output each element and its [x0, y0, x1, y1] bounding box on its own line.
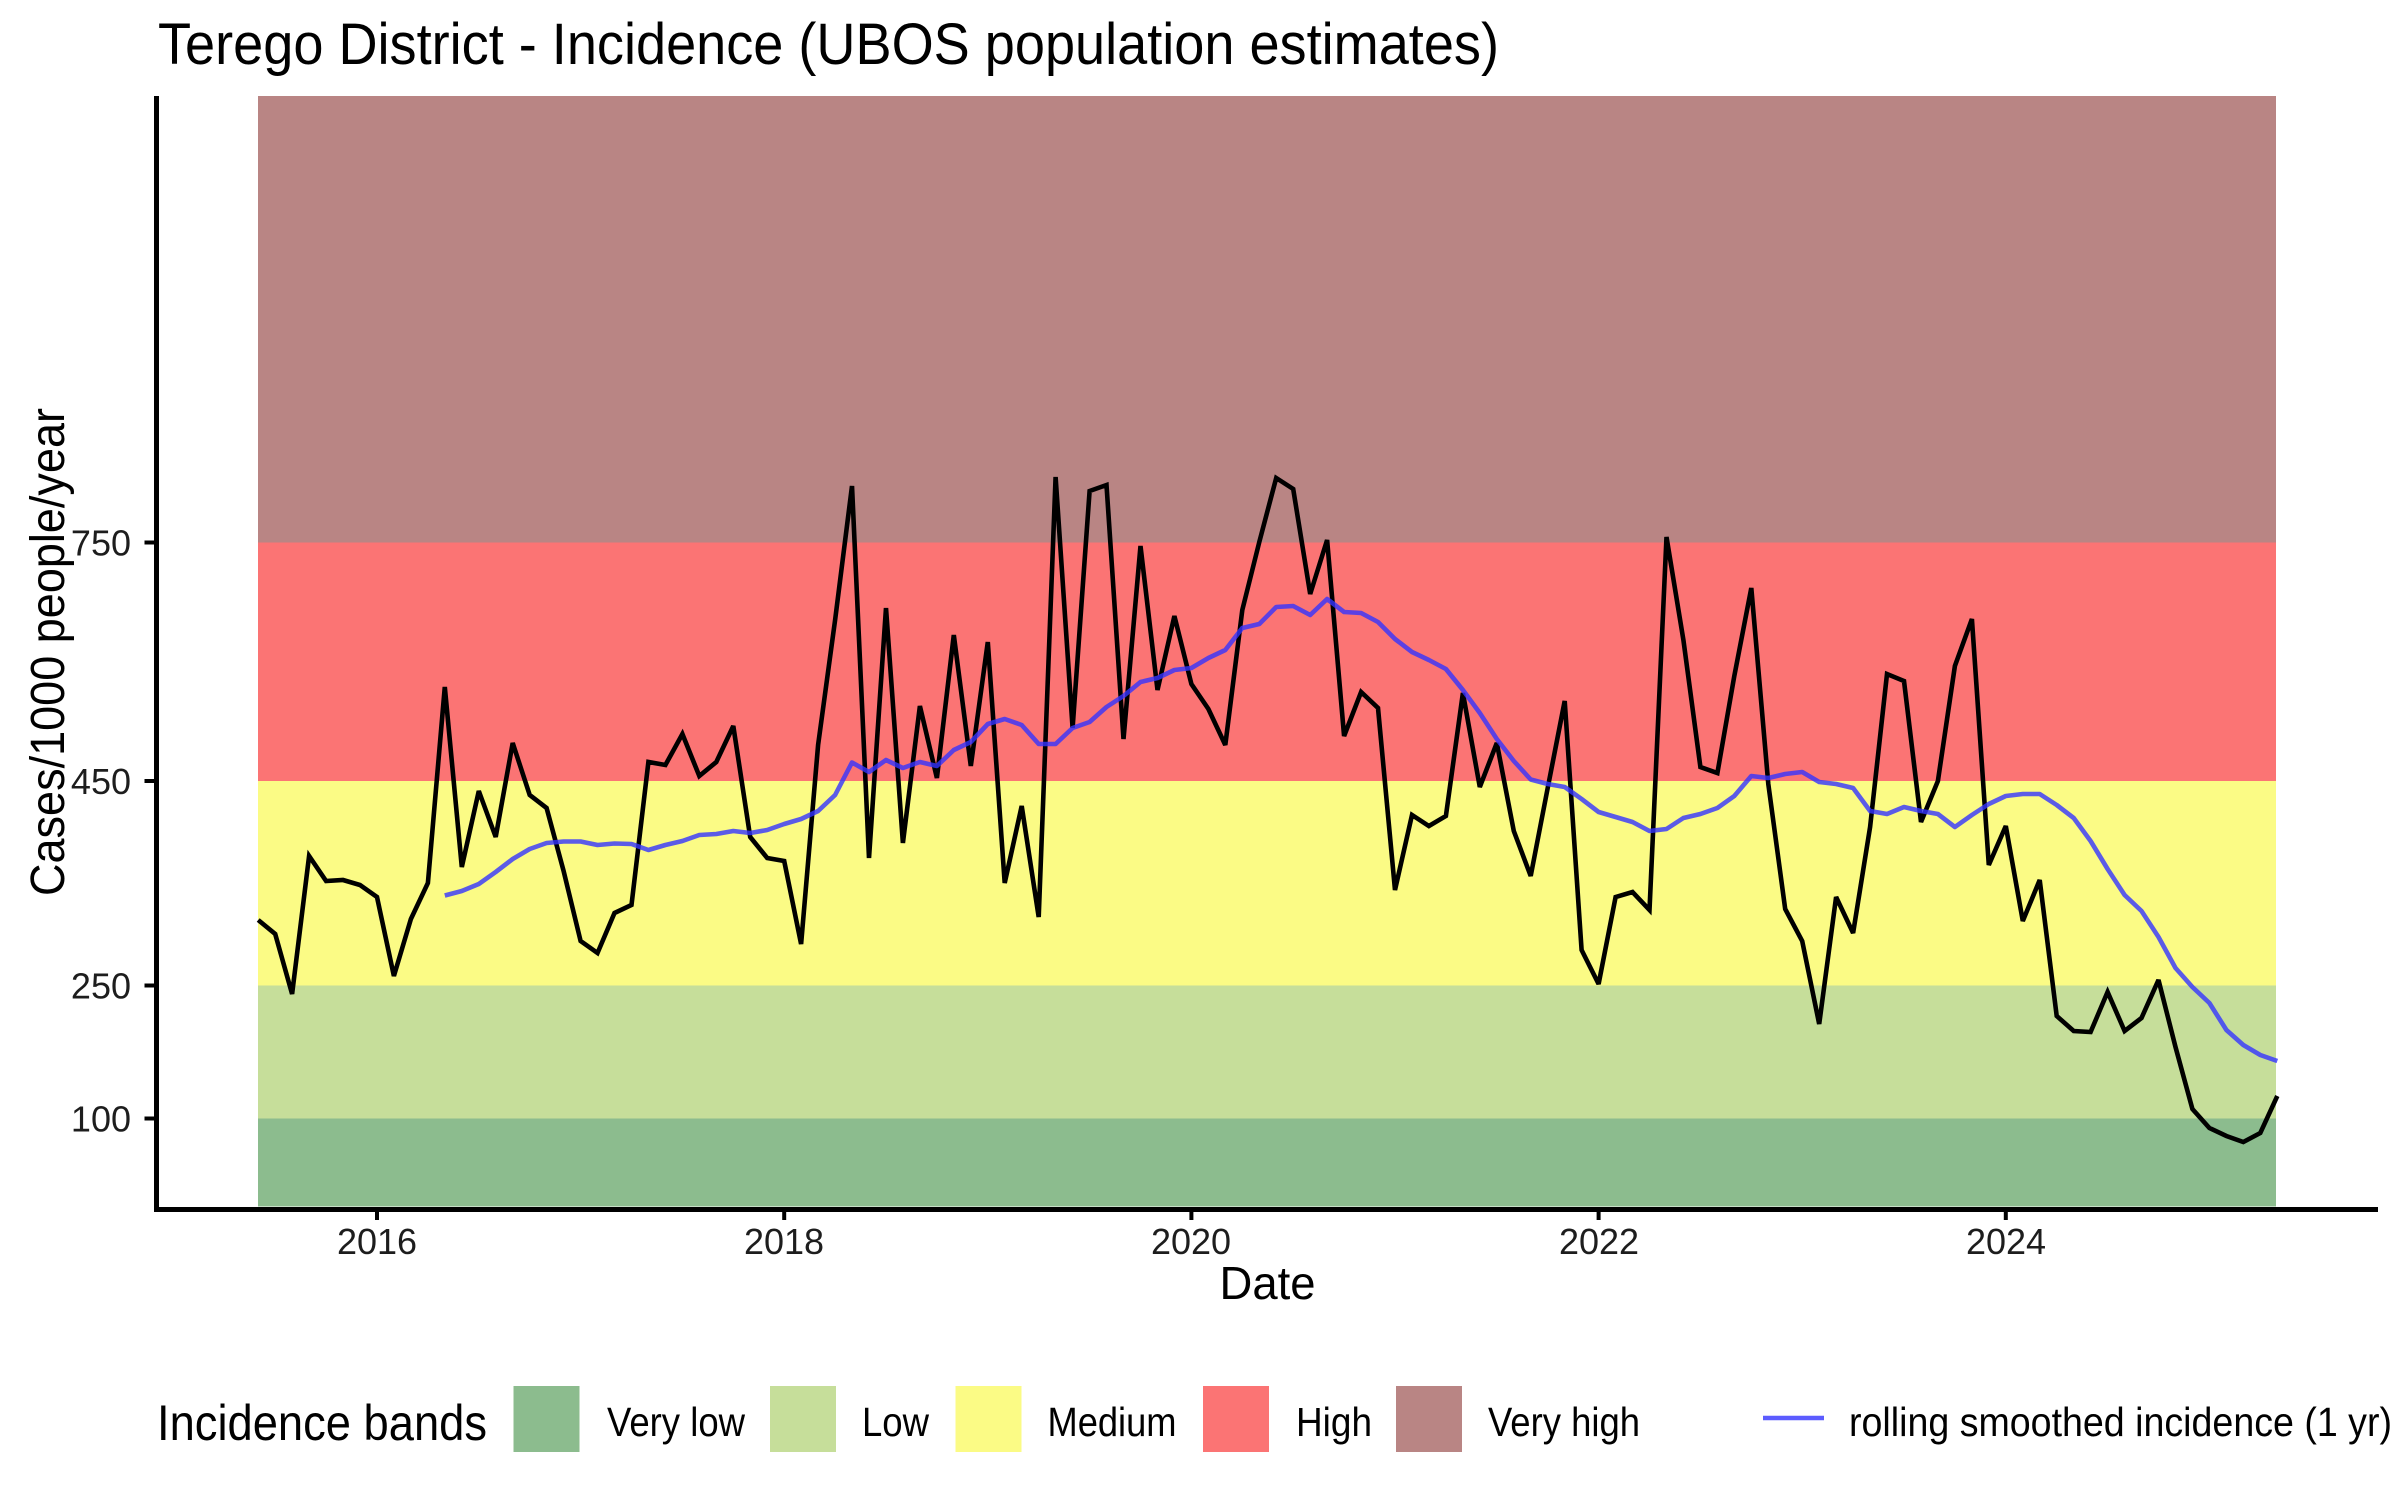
svg-text:Very low: Very low: [607, 1399, 745, 1445]
svg-text:Medium: Medium: [1048, 1399, 1177, 1445]
svg-text:Low: Low: [862, 1399, 929, 1445]
svg-text:Very high: Very high: [1488, 1399, 1640, 1445]
svg-text:High: High: [1296, 1399, 1372, 1445]
svg-text:2016: 2016: [337, 1221, 417, 1262]
svg-text:250: 250: [71, 965, 131, 1006]
svg-text:450: 450: [71, 761, 131, 802]
svg-text:2018: 2018: [744, 1221, 824, 1262]
svg-text:750: 750: [71, 522, 131, 563]
svg-text:rolling smoothed incidence (1: rolling smoothed incidence (1 yr): [1849, 1399, 2392, 1445]
svg-text:Incidence bands: Incidence bands: [157, 1395, 487, 1451]
svg-text:Terego District - Incidence (U: Terego District - Incidence (UBOS popula…: [158, 12, 1499, 77]
svg-text:100: 100: [71, 1098, 131, 1139]
svg-text:Cases/1000 people/year: Cases/1000 people/year: [22, 408, 75, 896]
svg-text:2022: 2022: [1559, 1221, 1639, 1262]
svg-text:Date: Date: [1220, 1257, 1316, 1309]
svg-text:2020: 2020: [1151, 1221, 1231, 1262]
svg-text:2024: 2024: [1966, 1221, 2046, 1262]
